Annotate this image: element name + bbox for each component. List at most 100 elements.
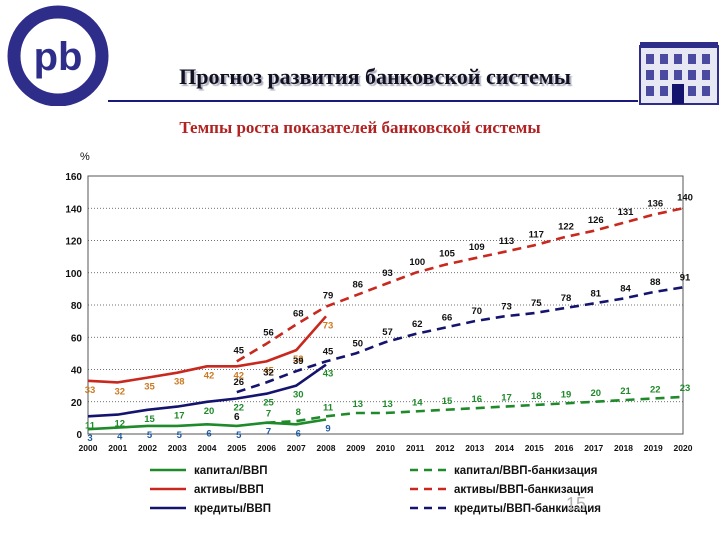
- title-divider: [108, 100, 638, 102]
- x-tick-label: 2001: [108, 443, 127, 453]
- series-line: [87, 315, 327, 384]
- legend-label: капитал/ВВП: [194, 465, 268, 477]
- y-tick-label: 100: [65, 269, 82, 280]
- legend-label: активы/ВВП-банкизация: [454, 484, 594, 496]
- data-label: 15: [442, 396, 453, 407]
- data-label: 42: [233, 370, 244, 381]
- data-label: 52: [293, 354, 304, 365]
- annotation-label: 6: [234, 412, 240, 423]
- series-line: [236, 207, 684, 363]
- x-tick-label: 2006: [257, 443, 276, 453]
- data-label: 56: [263, 328, 274, 339]
- data-label: 68: [293, 308, 304, 319]
- data-label: 20: [590, 388, 601, 399]
- data-label: 45: [263, 365, 274, 376]
- data-label: 14: [412, 397, 423, 408]
- data-label: 45: [323, 346, 334, 357]
- y-tick-label: 120: [65, 237, 82, 248]
- logo-ring: [7, 5, 109, 106]
- y-axis-label: %: [80, 151, 90, 163]
- data-label: 88: [650, 277, 661, 288]
- data-label: 113: [499, 236, 514, 247]
- x-tick-label: 2005: [227, 443, 246, 453]
- building-icon: [639, 42, 719, 105]
- data-label: 81: [590, 288, 601, 299]
- x-tick-label: 2003: [168, 443, 187, 453]
- data-label: 86: [352, 279, 363, 290]
- data-label: 32: [114, 386, 125, 397]
- data-label: 131: [618, 207, 635, 218]
- x-tick-label: 2007: [287, 443, 306, 453]
- data-label: 91: [680, 272, 691, 283]
- data-label: 38: [174, 377, 185, 388]
- legend-label: активы/ВВП: [194, 484, 264, 496]
- x-tick-label: 2015: [525, 443, 544, 453]
- x-tick-label: 2011: [406, 443, 425, 453]
- data-label: 7: [266, 427, 271, 438]
- data-label: 15: [144, 414, 155, 425]
- x-tick-label: 2002: [138, 443, 157, 453]
- data-label: 4: [117, 432, 123, 443]
- data-label: 35: [144, 382, 155, 393]
- x-tick-label: 2019: [644, 443, 663, 453]
- data-label: 79: [323, 291, 334, 302]
- legend-label: капитал/ВВП-банкизация: [454, 465, 597, 477]
- data-label: 26: [233, 377, 244, 388]
- legend-label: кредиты/ВВП: [194, 503, 271, 515]
- data-label: 50: [352, 338, 363, 349]
- x-tick-label: 2004: [198, 443, 217, 453]
- x-tick-label: 2013: [465, 443, 484, 453]
- data-label: 18: [531, 391, 542, 402]
- data-label: 19: [561, 389, 572, 400]
- data-label: 73: [501, 301, 512, 312]
- data-label: 122: [558, 221, 574, 232]
- data-label: 20: [204, 406, 215, 417]
- data-label: 13: [382, 399, 393, 410]
- data-label: 66: [442, 313, 453, 324]
- data-label: 70: [471, 306, 482, 317]
- x-tick-label: 2012: [436, 443, 455, 453]
- data-label: 13: [352, 399, 363, 410]
- data-label: 30: [293, 390, 304, 401]
- bank-logo: pb: [7, 5, 109, 106]
- data-label: 17: [501, 393, 512, 404]
- data-label: 17: [174, 411, 185, 422]
- data-label: 78: [561, 293, 572, 304]
- x-tick-label: 2017: [584, 443, 603, 453]
- series-line: [236, 286, 684, 394]
- data-label: 136: [647, 199, 663, 210]
- data-label: 3: [87, 433, 92, 444]
- x-tick-label: 2010: [376, 443, 395, 453]
- x-tick-label: 2009: [346, 443, 365, 453]
- data-label: 109: [469, 242, 485, 253]
- data-label: 43: [323, 369, 334, 380]
- x-tick-label: 2000: [79, 443, 98, 453]
- series-line: [266, 395, 684, 424]
- data-label: 8: [296, 407, 301, 418]
- data-label: 105: [439, 249, 456, 260]
- series-line: [87, 363, 327, 418]
- data-label: 73: [323, 320, 334, 331]
- data-label: 6: [206, 428, 211, 439]
- data-label: 57: [382, 327, 393, 338]
- data-label: 62: [412, 319, 423, 330]
- y-tick-label: 60: [71, 333, 83, 344]
- data-label: 23: [680, 383, 691, 394]
- logo-text: pb: [34, 35, 83, 79]
- data-label: 25: [263, 398, 274, 409]
- x-tick-label: 2018: [614, 443, 633, 453]
- data-label: 126: [588, 215, 604, 226]
- x-tick-label: 2020: [674, 443, 693, 453]
- series-line: [87, 418, 327, 431]
- data-label: 140: [677, 192, 693, 203]
- data-label: 11: [85, 420, 96, 431]
- data-label: 42: [204, 370, 215, 381]
- y-tick-label: 0: [76, 430, 82, 441]
- y-tick-label: 140: [65, 204, 82, 215]
- data-label: 39: [293, 356, 304, 367]
- chart-title: Темпы роста показателей банковской систе…: [179, 118, 541, 137]
- data-label: 5: [177, 430, 183, 441]
- data-label: 100: [409, 257, 425, 268]
- data-label: 12: [114, 419, 125, 430]
